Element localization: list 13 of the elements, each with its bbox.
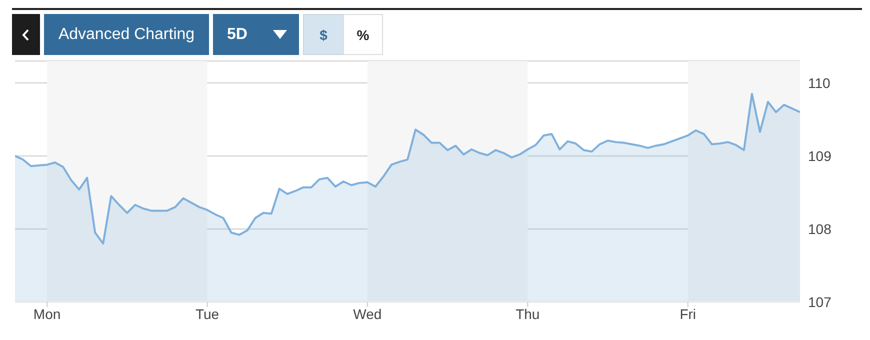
x-tick-label: Mon: [33, 306, 61, 322]
text: Advanced Charting: [44, 14, 209, 55]
x-tick-label: Wed: [353, 306, 382, 322]
x-tick-label: Tue: [195, 306, 220, 322]
y-tick-label: 110: [808, 74, 831, 91]
y-tick-label: 107: [808, 294, 832, 310]
text: %: [343, 14, 383, 55]
text: $: [303, 14, 344, 55]
x-tick-label: Fri: [680, 306, 696, 322]
x-tick-label: Thu: [516, 306, 540, 322]
text: 5D: [227, 26, 248, 44]
y-tick-label: 109: [808, 148, 832, 164]
y-tick-label: 108: [808, 220, 832, 237]
